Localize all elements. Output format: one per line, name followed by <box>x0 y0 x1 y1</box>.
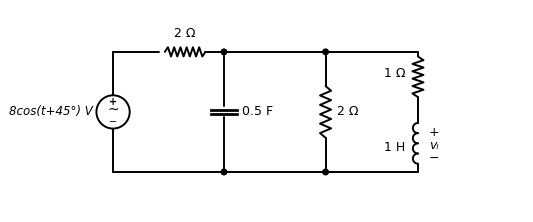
Text: 2 Ω: 2 Ω <box>174 27 196 40</box>
Text: −: − <box>429 152 440 165</box>
Text: +: + <box>109 97 117 107</box>
Text: −: − <box>109 117 117 127</box>
Circle shape <box>323 49 328 55</box>
Text: vₗ: vₗ <box>429 139 439 152</box>
Text: 2 Ω: 2 Ω <box>337 105 358 118</box>
Circle shape <box>221 169 227 175</box>
Text: 1 Ω: 1 Ω <box>384 67 405 80</box>
Text: ~: ~ <box>107 103 119 117</box>
Circle shape <box>323 169 328 175</box>
Text: +: + <box>429 126 440 139</box>
Circle shape <box>221 49 227 55</box>
Text: 8cos(t+45°) V: 8cos(t+45°) V <box>9 105 93 118</box>
Text: 0.5 F: 0.5 F <box>243 105 273 117</box>
Text: 1 H: 1 H <box>384 141 405 154</box>
